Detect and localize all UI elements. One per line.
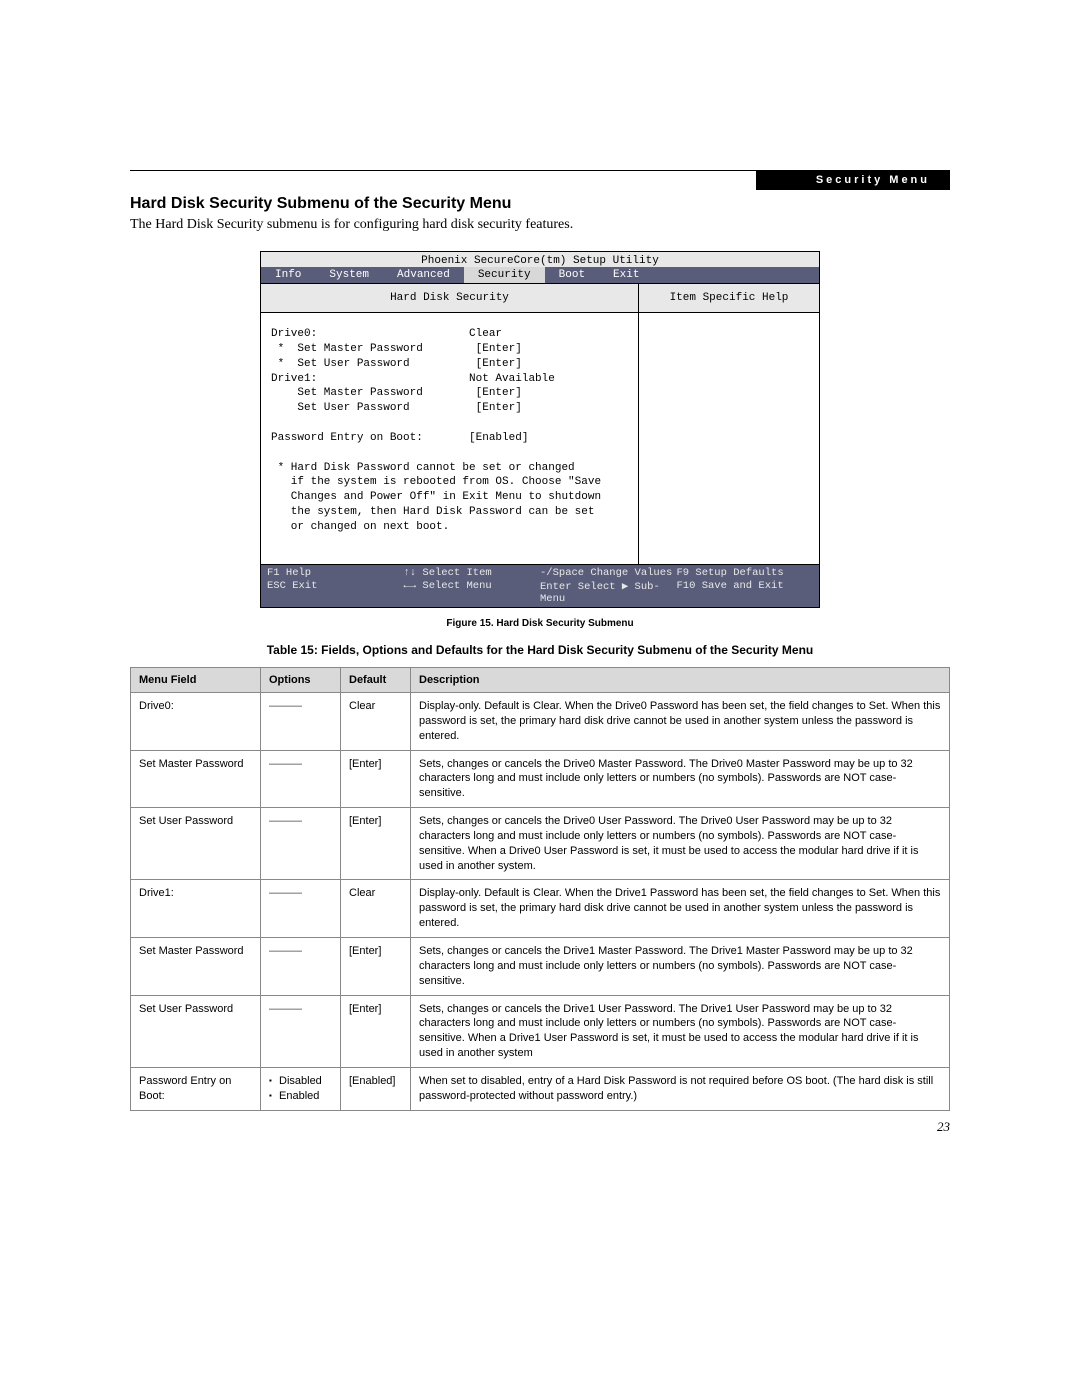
bios-footer-change-values: -/Space Change Values	[540, 567, 677, 579]
bios-tab-security[interactable]: Security	[464, 267, 545, 283]
cell-description: Sets, changes or cancels the Drive0 Mast…	[411, 750, 950, 808]
bios-right-panel: Item Specific Help	[639, 284, 819, 564]
bios-tab-info[interactable]: Info	[261, 267, 315, 283]
col-description: Description	[411, 668, 950, 693]
bios-footer-save-exit: F10 Save and Exit	[677, 580, 814, 605]
bios-window: Phoenix SecureCore(tm) Setup Utility Inf…	[260, 251, 820, 608]
bios-footer-select-menu: ←→ Select Menu	[404, 580, 541, 605]
cell-options: ———	[261, 880, 341, 938]
cell-default: Clear	[341, 693, 411, 751]
cell-description: Sets, changes or cancels the Drive0 User…	[411, 808, 950, 880]
cell-default: [Enter]	[341, 750, 411, 808]
table-row: Set User Password———[Enter]Sets, changes…	[131, 995, 950, 1067]
bios-footer: F1 Help ↑↓ Select Item -/Space Change Va…	[261, 565, 819, 607]
cell-description: Sets, changes or cancels the Drive1 Mast…	[411, 937, 950, 995]
table-row: Drive1:———ClearDisplay-only. Default is …	[131, 880, 950, 938]
col-menu-field: Menu Field	[131, 668, 261, 693]
bios-footer-help: F1 Help	[267, 567, 404, 579]
cell-default: Clear	[341, 880, 411, 938]
bios-footer-select-item: ↑↓ Select Item	[404, 567, 541, 579]
cell-default: [Enter]	[341, 995, 411, 1067]
cell-options: ———	[261, 995, 341, 1067]
cell-menu-field: Set User Password	[131, 808, 261, 880]
bios-left-panel: Hard Disk Security Drive0: Clear * Set M…	[261, 284, 639, 564]
section-intro: The Hard Disk Security submenu is for co…	[130, 217, 950, 233]
table-row: Set Master Password———[Enter]Sets, chang…	[131, 750, 950, 808]
bios-footer-setup-defaults: F9 Setup Defaults	[677, 567, 814, 579]
col-default: Default	[341, 668, 411, 693]
table-row: Set User Password———[Enter]Sets, changes…	[131, 808, 950, 880]
cell-options: ———	[261, 808, 341, 880]
bios-title: Phoenix SecureCore(tm) Setup Utility	[261, 252, 819, 267]
document-page: Security Menu Hard Disk Security Submenu…	[0, 0, 1080, 1195]
cell-options: ———	[261, 693, 341, 751]
options-table: Menu Field Options Default Description D…	[130, 667, 950, 1111]
bios-tab-advanced[interactable]: Advanced	[383, 267, 464, 283]
cell-menu-field: Drive1:	[131, 880, 261, 938]
bios-footer-exit: ESC Exit	[267, 580, 404, 605]
bios-right-head: Item Specific Help	[639, 284, 819, 313]
bios-body: Hard Disk Security Drive0: Clear * Set M…	[261, 283, 819, 565]
figure-caption: Figure 15. Hard Disk Security Submenu	[130, 618, 950, 629]
table-header-row: Menu Field Options Default Description	[131, 668, 950, 693]
cell-options: ———	[261, 750, 341, 808]
bios-tab-bar: InfoSystemAdvancedSecurityBootExit	[261, 267, 819, 283]
bios-content: Drive0: Clear * Set Master Password [Ent…	[261, 313, 638, 551]
cell-description: Display-only. Default is Clear. When the…	[411, 880, 950, 938]
bios-tab-boot[interactable]: Boot	[545, 267, 599, 283]
cell-description: When set to disabled, entry of a Hard Di…	[411, 1067, 950, 1110]
bios-tab-system[interactable]: System	[315, 267, 383, 283]
section-title: Hard Disk Security Submenu of the Securi…	[130, 195, 950, 213]
table-row: Drive0:———ClearDisplay-only. Default is …	[131, 693, 950, 751]
cell-menu-field: Password Entry on Boot:	[131, 1067, 261, 1110]
bios-tab-exit[interactable]: Exit	[599, 267, 653, 283]
bios-left-head: Hard Disk Security	[261, 284, 638, 313]
cell-options: ———	[261, 937, 341, 995]
bios-footer-enter: Enter Select ▶ Sub-Menu	[540, 580, 677, 605]
table-caption: Table 15: Fields, Options and Defaults f…	[130, 643, 950, 657]
cell-description: Display-only. Default is Clear. When the…	[411, 693, 950, 751]
section-header-bar: Security Menu	[756, 170, 950, 190]
cell-default: [Enter]	[341, 937, 411, 995]
cell-options: DisabledEnabled	[261, 1067, 341, 1110]
table-row: Password Entry on Boot:DisabledEnabled[E…	[131, 1067, 950, 1110]
cell-default: [Enter]	[341, 808, 411, 880]
cell-description: Sets, changes or cancels the Drive1 User…	[411, 995, 950, 1067]
cell-menu-field: Set Master Password	[131, 750, 261, 808]
table-row: Set Master Password———[Enter]Sets, chang…	[131, 937, 950, 995]
cell-menu-field: Set User Password	[131, 995, 261, 1067]
page-number: 23	[130, 1119, 950, 1135]
cell-menu-field: Drive0:	[131, 693, 261, 751]
cell-default: [Enabled]	[341, 1067, 411, 1110]
col-options: Options	[261, 668, 341, 693]
cell-menu-field: Set Master Password	[131, 937, 261, 995]
